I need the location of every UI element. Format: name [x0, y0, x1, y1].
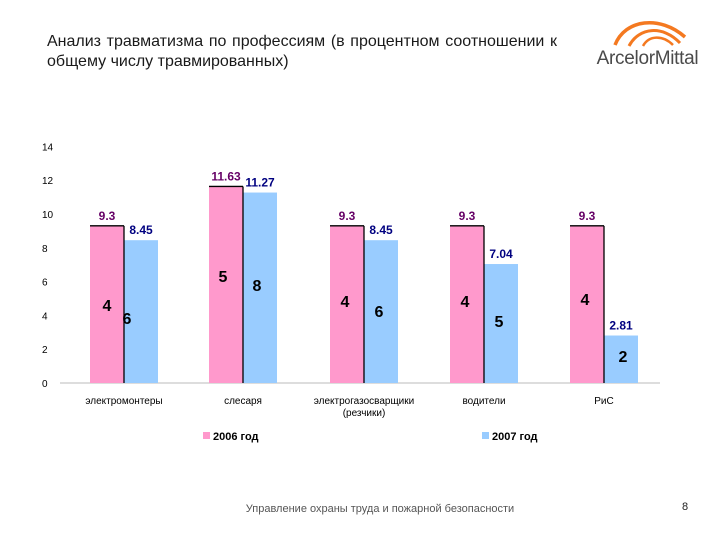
value-label: 7.04: [489, 247, 513, 261]
value-label: 9.3: [339, 209, 356, 223]
bar-2007: [124, 240, 158, 383]
bar-2006: [450, 225, 484, 383]
page-number: 8: [682, 501, 689, 513]
footer-text: Управление охраны труда и пожарной безоп…: [245, 503, 515, 515]
count-label-2006: 5: [219, 269, 228, 286]
y-tick-label: 10: [42, 210, 54, 221]
bar-2006: [90, 225, 124, 383]
category-label: водители: [462, 396, 505, 407]
category-label: (резчики): [343, 408, 386, 419]
slide-title: Анализ травматизма по профессиям (в проц…: [47, 33, 557, 70]
y-tick-label: 2: [42, 345, 48, 356]
legend-label: 2006 год: [213, 431, 259, 443]
category-label: электромонтеры: [85, 396, 162, 407]
bar-2007: [484, 264, 518, 383]
legend: 2006 год 2007 год: [203, 431, 538, 443]
category-label: электрогазосварщики: [314, 396, 414, 407]
count-label-2007: 5: [495, 314, 504, 331]
value-label: 9.3: [99, 209, 116, 223]
legend-label: 2007 год: [492, 431, 538, 443]
y-tick-label: 6: [42, 278, 48, 289]
category-label: слесаря: [224, 396, 262, 407]
bars: [90, 185, 638, 383]
y-tick-label: 4: [42, 311, 48, 322]
value-label: 2.81: [609, 319, 633, 333]
value-label: 8.45: [129, 223, 153, 237]
count-label-2006: 4: [581, 292, 590, 309]
bar-2007: [364, 240, 398, 383]
category-label: РиС: [594, 396, 613, 407]
count-label-2006: 4: [341, 294, 350, 311]
y-tick-label: 8: [42, 244, 48, 255]
value-label: 8.45: [369, 223, 393, 237]
bar-2006: [209, 186, 243, 383]
bar-2006: [330, 225, 364, 383]
bar-2006: [570, 225, 604, 383]
bar-2007: [243, 192, 277, 383]
y-tick-label: 0: [42, 379, 48, 390]
count-label-2007: 6: [123, 311, 132, 328]
value-label: 11.27: [245, 176, 275, 190]
arcelormittal-logo: ArcelorMittal: [585, 15, 710, 75]
count-label-2007: 8: [253, 278, 262, 295]
value-label: 11.63: [211, 169, 241, 183]
y-tick-label: 14: [42, 142, 54, 153]
count-label-2006: 4: [103, 298, 112, 315]
legend-swatch-2007: [482, 432, 489, 439]
value-label: 9.3: [459, 209, 476, 223]
bar-2007: [604, 335, 638, 383]
count-label-2006: 4: [461, 294, 470, 311]
logo-text: ArcelorMittal: [596, 48, 699, 69]
arcelormittal-logo-icon: [613, 21, 687, 47]
y-tick-label: 12: [42, 176, 54, 187]
count-label-2007: 6: [375, 304, 384, 321]
legend-swatch-2006: [203, 432, 210, 439]
count-label-2007: 2: [619, 349, 628, 366]
value-label: 9.3: [579, 209, 596, 223]
